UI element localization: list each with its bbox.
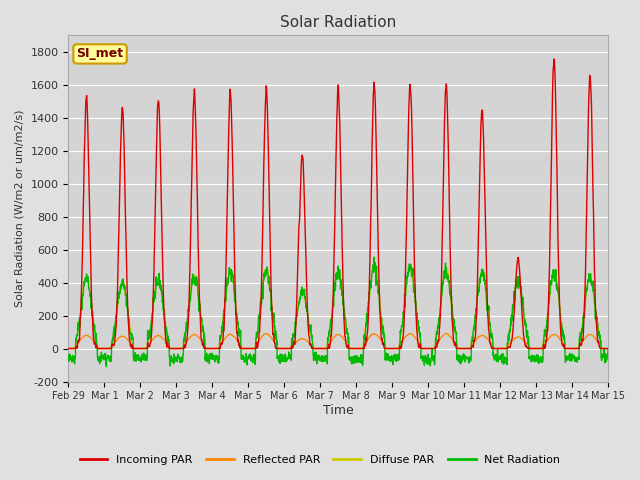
Title: Solar Radiation: Solar Radiation [280, 15, 396, 30]
Text: SI_met: SI_met [77, 48, 124, 60]
Y-axis label: Solar Radiation (W/m2 or um/m2/s): Solar Radiation (W/m2 or um/m2/s) [15, 109, 25, 307]
X-axis label: Time: Time [323, 404, 353, 417]
Legend: Incoming PAR, Reflected PAR, Diffuse PAR, Net Radiation: Incoming PAR, Reflected PAR, Diffuse PAR… [75, 451, 565, 469]
